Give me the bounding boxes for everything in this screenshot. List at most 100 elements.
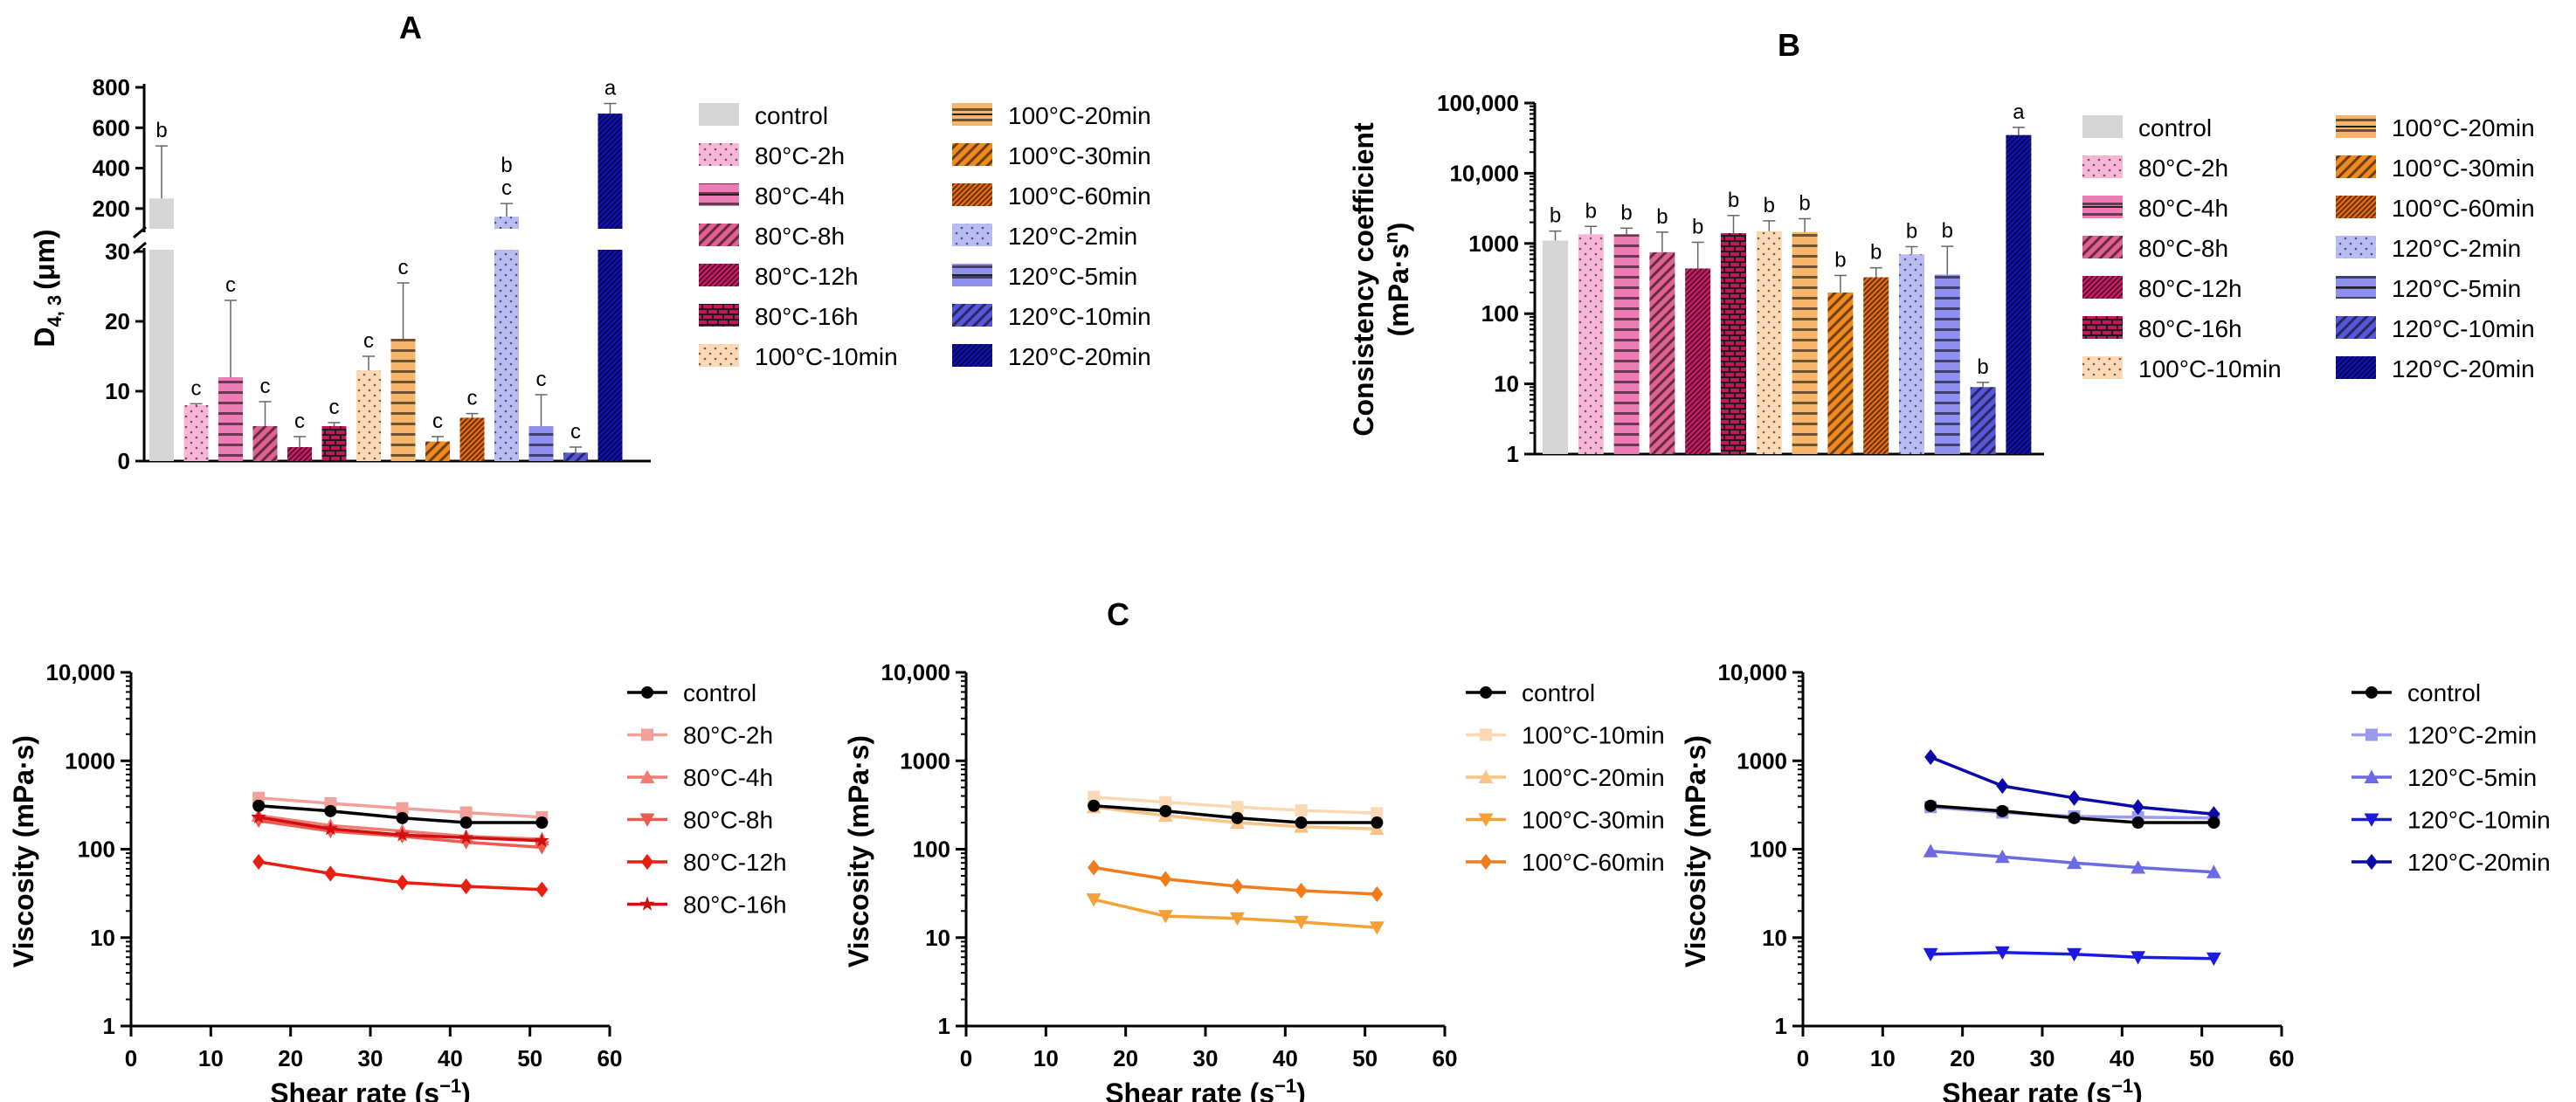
significance-label: c (432, 410, 443, 433)
data-point (324, 865, 337, 882)
data-point (1230, 912, 1245, 926)
significance-label: b (1620, 201, 1632, 224)
y-tick-label: 1 (1507, 441, 1519, 467)
data-point (394, 827, 411, 842)
legend-marker (641, 728, 653, 741)
legend-label: 120°C-5min (2407, 764, 2537, 791)
data-point (1923, 844, 1938, 857)
x-axis-title-close: ) (2133, 1078, 2143, 1102)
legend-item-100c-30min: 100°C-30min (1466, 807, 1665, 834)
x-tick-label: 50 (2189, 1045, 2214, 1071)
bar-80c-8h (252, 426, 278, 461)
data-point (2207, 816, 2220, 830)
data-point (459, 806, 473, 819)
data-point (322, 821, 338, 836)
legend-label-100c-10min: 100°C-10min (2138, 355, 2282, 382)
y-tick-label: 100 (1750, 837, 1787, 863)
data-point (2131, 951, 2145, 965)
series-120c-20min (1924, 748, 2220, 823)
data-point (2068, 811, 2081, 824)
x-tick-label: 60 (597, 1045, 623, 1071)
x-tick-label: 40 (1273, 1045, 1298, 1071)
data-point (535, 816, 549, 830)
x-tick-label: 40 (438, 1045, 463, 1071)
legend-marker (1480, 728, 1492, 741)
legend-label: 100°C-20min (1522, 764, 1665, 791)
x-tick-label: 20 (278, 1045, 303, 1071)
x-tick-label: 30 (2030, 1045, 2055, 1071)
data-point (396, 811, 409, 824)
legend-marker (2364, 769, 2379, 783)
data-point (1924, 748, 1937, 766)
y-tick-label: 30 (105, 238, 130, 265)
legend-swatch-80c-8h (2082, 236, 2123, 258)
y-tick-label: 10,000 (1449, 160, 1519, 186)
y-axis-title-main: D (29, 327, 60, 347)
legend-swatch-120c-20min (952, 344, 992, 367)
data-point (2131, 860, 2145, 874)
data-point (1086, 893, 1102, 907)
x-axis-title: Shear rate (s−1) (1942, 1075, 2143, 1102)
legend-label-120c-10min: 120°C-10min (2392, 315, 2535, 342)
legend-swatch-control (699, 103, 739, 126)
bar-80c-4h (218, 377, 243, 461)
data-point (1371, 816, 1384, 830)
bar-100c-20min (390, 339, 416, 461)
y-axis-title: Viscosity (mPa·s) (1680, 735, 1711, 968)
series-100c-30min (1086, 893, 1385, 935)
significance-label: c (398, 256, 409, 279)
series-control (1088, 799, 1384, 830)
legend-label-120c-5min: 120°C-5min (1008, 263, 1137, 290)
legend-marker (2365, 853, 2378, 871)
legend-item-80c-2h: 80°C-2h (627, 722, 773, 749)
legend-marker (639, 896, 655, 911)
legend-label: control (2407, 679, 2481, 706)
y-tick-label: 200 (93, 196, 130, 222)
legend-swatch-80c-12h (2082, 276, 2123, 299)
data-point (459, 878, 473, 895)
y-tick-label: 1000 (1468, 231, 1519, 257)
series-100c-60min (1088, 859, 1384, 903)
legend-marker (1480, 853, 1492, 871)
x-tick-label: 0 (125, 1045, 137, 1071)
legend-label: 80°C-12h (683, 849, 787, 876)
data-point (1994, 946, 2010, 961)
significance-label: b (1870, 241, 1882, 265)
legend-marker (1478, 769, 1494, 783)
legend-swatch-100c-10min (2082, 356, 2123, 379)
legend-label-120c-10min: 120°C-10min (1008, 303, 1151, 330)
data-point (1088, 799, 1101, 812)
legend-label-100c-60min: 100°C-60min (1008, 183, 1151, 210)
data-point (1996, 777, 2009, 795)
series-control (252, 799, 549, 830)
bar-80c-16h (1721, 233, 1746, 454)
bar-control (149, 198, 174, 229)
legend-label: 80°C-4h (683, 764, 773, 791)
data-point (1231, 811, 1244, 824)
bar-80c-12h (1685, 268, 1711, 454)
x-tick-label: 60 (2269, 1045, 2295, 1071)
significance-label: b (1585, 199, 1597, 223)
y-axis-title-line1: Consistency coefficient (1348, 122, 1379, 437)
bar-100c-20min (1792, 231, 1818, 454)
legend-item-100c-60min: 100°C-60min (1466, 849, 1665, 876)
data-point (252, 853, 266, 871)
series-120c-10min (1923, 946, 2221, 967)
significance-label: c (260, 375, 271, 398)
significance-label: b (1799, 191, 1810, 215)
y-tick-label: 100,000 (1437, 90, 1519, 116)
data-point (1294, 915, 1309, 930)
data-point (396, 874, 409, 891)
x-axis-title: Shear rate (s−1) (1105, 1075, 1306, 1102)
data-point (1371, 885, 1384, 903)
data-point (2131, 799, 2144, 816)
x-tick-label: 60 (1433, 1045, 1458, 1071)
data-point (1231, 801, 1244, 814)
legend-label: control (1522, 679, 1595, 706)
x-tick-label: 50 (517, 1045, 542, 1071)
panel-title-c: C (1107, 596, 1129, 632)
bar-80c-2h (183, 405, 209, 461)
data-point (2131, 816, 2144, 830)
data-point (1923, 947, 1938, 962)
